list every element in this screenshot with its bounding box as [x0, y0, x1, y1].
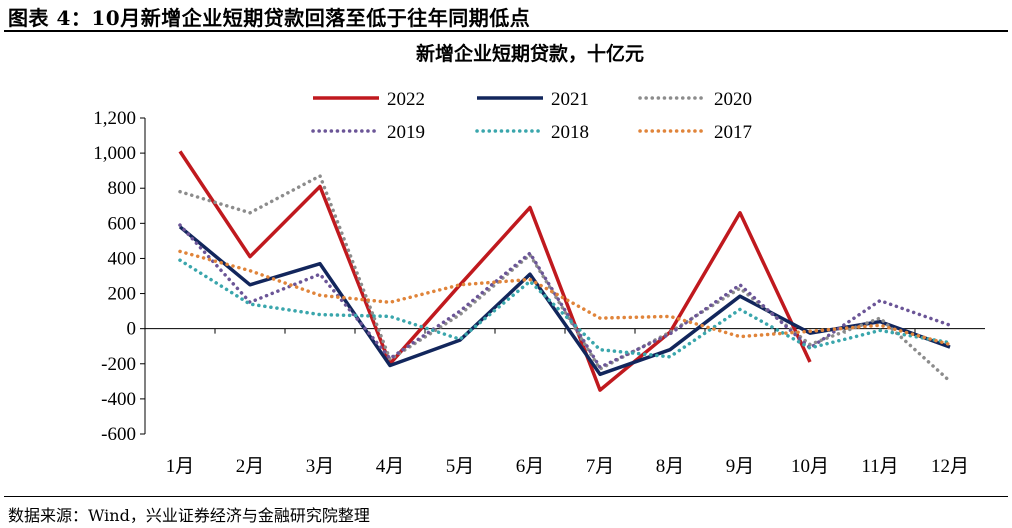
x-tick-label: 1月: [166, 456, 195, 477]
legend-label-2022: 2022: [387, 89, 425, 110]
y-axis: 1,200 1,000 800 600 400 200 0 -200 -400 -600: [93, 108, 146, 445]
legend-label-2020: 2020: [714, 89, 752, 110]
top-rule: [4, 30, 1008, 32]
x-tick-label: 10月: [791, 456, 829, 477]
x-tick-label: 9月: [726, 456, 755, 477]
x-tick-label: 2月: [236, 456, 265, 477]
x-tick-label: 6月: [516, 456, 545, 477]
x-tick-label: 12月: [931, 456, 969, 477]
y-tick-label: 800: [108, 178, 137, 199]
chart-legend: 2022 2021 2020 2019 2018 2017: [311, 89, 752, 143]
y-tick-label: -600: [101, 424, 136, 445]
series-line-2019: [178, 223, 952, 370]
legend-label-2017: 2017: [714, 122, 752, 143]
legend-label-2019: 2019: [387, 122, 425, 143]
chart-title: 新增企业短期贷款，十亿元: [416, 42, 644, 65]
y-tick-label: -400: [101, 389, 136, 410]
x-tick-label: 4月: [376, 456, 405, 477]
x-tick-label: 11月: [861, 456, 898, 477]
line-chart: 新增企业短期贷款，十亿元 2022 2021 2020 2019 2018 2017 1,…: [93, 42, 985, 477]
legend-label-2018: 2018: [551, 122, 589, 143]
series-line-2022: [178, 150, 812, 392]
x-tick-label: 5月: [446, 456, 475, 477]
x-axis: 1月 2月 3月 4月 5月 6月 7月 8月 9月 10月 11月 12月: [166, 456, 969, 477]
x-tick-label: 8月: [656, 456, 685, 477]
y-tick-label: -200: [101, 354, 136, 375]
series-line-2018: [178, 258, 952, 359]
y-tick-label: 1,000: [93, 143, 136, 164]
figure-title: 图表 4：10月新增企业短期贷款回落至低于往年同期低点: [8, 6, 531, 30]
source-note: 数据来源：Wind，兴业证券经济与金融研究院整理: [8, 506, 370, 525]
y-tick-label: 1,200: [93, 108, 136, 129]
x-tick-label: 3月: [306, 456, 335, 477]
y-tick-label: 0: [127, 319, 137, 340]
y-tick-label: 200: [108, 284, 137, 305]
legend-label-2021: 2021: [551, 89, 589, 110]
chart-grid: [145, 328, 985, 334]
y-tick-label: 400: [108, 248, 137, 269]
bottom-rule: [4, 496, 1008, 497]
series-line-2020: [178, 174, 952, 384]
series-line-2017: [178, 249, 952, 347]
y-tick-label: 600: [108, 213, 137, 234]
series-lines: [178, 150, 952, 392]
x-tick-label: 7月: [586, 456, 615, 477]
